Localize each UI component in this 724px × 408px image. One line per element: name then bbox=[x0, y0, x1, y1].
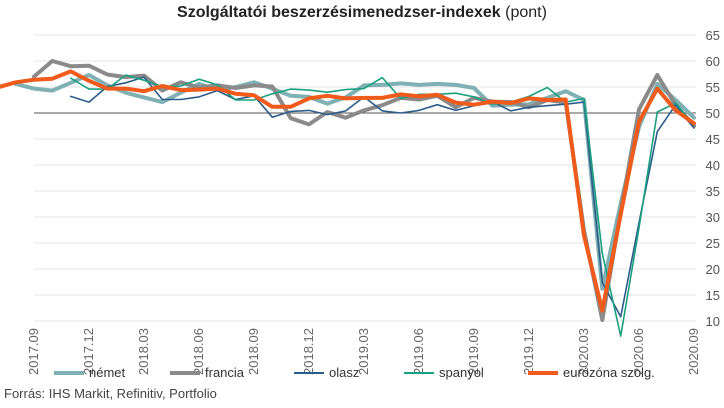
y-tick-label: 10 bbox=[706, 314, 720, 329]
series-line-3 bbox=[69, 76, 695, 318]
y-tick-label: 30 bbox=[706, 210, 720, 225]
y-axis-labels: 10 15 20 25 30 35 40 45 50 55 60 65 bbox=[706, 28, 720, 329]
y-tick-label: 65 bbox=[706, 28, 720, 43]
legend-label: olasz bbox=[329, 365, 359, 380]
x-tick-label: 2018.09 bbox=[246, 328, 261, 375]
source-note: Forrás: IHS Markit, Refinitiv, Portfolio bbox=[4, 386, 217, 401]
x-axis-labels: 2017.09 2017.12 2018.03 2018.06 2018.09 2018.… bbox=[26, 328, 701, 375]
x-tick-label: 2019.12 bbox=[521, 328, 536, 375]
chart-title-main: Szolgáltatói beszerzésimenedzser-indexek bbox=[177, 4, 501, 21]
x-tick-label: 2020.09 bbox=[686, 328, 701, 375]
y-tick-label: 40 bbox=[706, 158, 720, 173]
legend: német francia olasz spanyol eurózóna szolg. bbox=[54, 365, 655, 380]
legend-label: eurózóna szolg. bbox=[563, 365, 655, 380]
series-line-4 bbox=[69, 74, 695, 337]
series-lines bbox=[0, 59, 696, 337]
x-tick-label: 2018.12 bbox=[301, 328, 316, 375]
legend-label: spanyol bbox=[439, 365, 484, 380]
series-line-5 bbox=[0, 69, 696, 313]
x-tick-label: 2018.03 bbox=[136, 328, 151, 375]
y-tick-label: 15 bbox=[706, 288, 720, 303]
y-tick-label: 20 bbox=[706, 262, 720, 277]
legend-label: francia bbox=[205, 365, 245, 380]
y-tick-label: 60 bbox=[706, 54, 720, 69]
x-tick-label: 2017.12 bbox=[81, 328, 96, 375]
y-tick-label: 45 bbox=[706, 132, 720, 147]
legend-label: német bbox=[89, 365, 126, 380]
x-tick-label: 2017.09 bbox=[26, 328, 41, 375]
y-tick-label: 50 bbox=[706, 106, 720, 121]
y-tick-label: 55 bbox=[706, 80, 720, 95]
x-tick-label: 2019.06 bbox=[411, 328, 426, 375]
chart-title: Szolgáltatói beszerzésimenedzser-indexek… bbox=[0, 4, 724, 22]
x-tick-label: 2020.06 bbox=[631, 328, 646, 375]
y-tick-label: 35 bbox=[706, 184, 720, 199]
y-tick-label: 25 bbox=[706, 236, 720, 251]
x-tick-label: 2019.09 bbox=[466, 328, 481, 375]
x-tick-label: 2018.06 bbox=[191, 328, 206, 375]
chart-title-unit: (pont) bbox=[505, 4, 547, 21]
x-tick-label: 2020.03 bbox=[576, 328, 591, 375]
x-tick-label: 2019.03 bbox=[356, 328, 371, 375]
